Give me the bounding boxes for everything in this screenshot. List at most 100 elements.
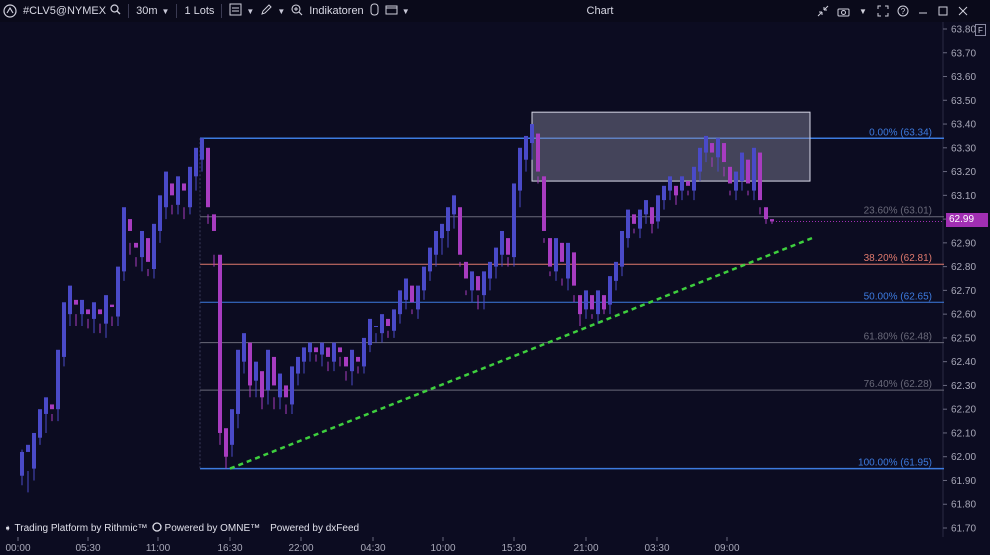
candle-body: [560, 242, 564, 262]
price-chart[interactable]: 63.80 63.70 63.60 63.50 63.40 63.30 63.20 63.10…: [0, 22, 990, 555]
candle-body: [128, 219, 132, 231]
candle-body: [452, 195, 456, 215]
candle-body: [62, 302, 66, 357]
candle-body: [98, 309, 102, 315]
candle-body: [92, 302, 96, 319]
candle-body: [116, 266, 120, 317]
candle-body: [434, 230, 438, 255]
candle-body: [182, 183, 186, 191]
candle-body: [422, 266, 426, 291]
dxfeed-attribution: Powered by dxFeed: [270, 523, 359, 534]
drawing-tools-button[interactable]: ▼: [257, 0, 288, 22]
candle-body: [686, 181, 690, 186]
candle-body: [20, 451, 24, 476]
candle-body: [104, 295, 108, 324]
chart-type-button[interactable]: ▼: [226, 0, 257, 22]
candle-body: [626, 209, 630, 239]
candle-body: [470, 271, 474, 291]
candle-body: [308, 342, 312, 353]
price-axis-label: 62.00: [951, 452, 976, 463]
price-axis-label: 62.50: [951, 333, 976, 344]
candle-body: [140, 230, 144, 258]
minimize-icon[interactable]: [916, 4, 930, 18]
logo-icon[interactable]: [0, 0, 20, 22]
time-axis-label: 15:30: [501, 543, 526, 554]
candle-body: [728, 166, 732, 184]
candle-body: [500, 230, 504, 255]
candle-body: [662, 185, 666, 201]
candle-body: [590, 295, 594, 310]
candle-body: [602, 295, 606, 310]
lots-label: 1 Lots: [184, 5, 215, 17]
rithmic-label: Trading Platform by Rithmic™: [14, 522, 148, 534]
candle-body: [512, 183, 516, 258]
omne-circle-icon: [151, 521, 162, 535]
price-axis-label: 63.50: [951, 96, 976, 107]
symbol-selector[interactable]: #CLV5@NYMEX: [20, 0, 124, 22]
window-controls: ▼ ?: [816, 0, 970, 22]
candle-body: [68, 285, 72, 315]
candle-body: [524, 135, 528, 160]
indicators-button[interactable]: Indikatoren: [306, 0, 366, 22]
candle-body: [50, 404, 54, 410]
symbol-label: #CLV5@NYMEX: [23, 5, 107, 17]
chevron-down-icon: ▼: [246, 6, 255, 16]
fullscreen-icon[interactable]: [876, 4, 890, 18]
candle-body: [404, 278, 408, 300]
price-axis-label: 62.70: [951, 286, 976, 297]
layout-button[interactable]: ▼: [382, 0, 413, 22]
price-axis-label: 63.30: [951, 143, 976, 154]
candle-body: [542, 176, 546, 231]
candle-body: [440, 223, 444, 239]
candle-body: [170, 183, 174, 196]
toolbar-divider: [128, 4, 130, 18]
candle-body: [386, 318, 390, 327]
candle-body: [290, 366, 294, 405]
close-icon[interactable]: [956, 4, 970, 18]
indicators-label: Indikatoren: [309, 5, 364, 17]
help-icon[interactable]: ?: [896, 4, 910, 18]
camera-dropdown-icon[interactable]: ▼: [859, 6, 867, 16]
time-axis-label: 11:00: [146, 543, 171, 554]
candle-body: [38, 409, 42, 438]
candle-body: [398, 290, 402, 315]
candle-body: [638, 209, 642, 229]
candle-body: [272, 356, 276, 386]
interval-selector[interactable]: 30m ▼: [133, 0, 172, 22]
camera-icon[interactable]: [836, 4, 850, 18]
fib-level-label: 100.00% (61.95): [858, 458, 932, 469]
maximize-icon[interactable]: [936, 4, 950, 18]
time-axis-label: 21:00: [573, 543, 598, 554]
candle-body: [476, 276, 480, 291]
candle-body: [32, 432, 36, 469]
axis-badge[interactable]: F: [975, 24, 986, 36]
lots-selector[interactable]: 1 Lots: [181, 0, 217, 22]
candle-body: [152, 223, 156, 269]
time-axis-label: 05:30: [75, 543, 100, 554]
candle-body: [284, 385, 288, 398]
time-axis-label: 00:00: [5, 543, 30, 554]
candle-body: [242, 333, 246, 362]
zoom-button[interactable]: [288, 0, 306, 22]
candle-body: [722, 143, 726, 163]
candle-body: [80, 299, 84, 315]
candle-body: [608, 276, 612, 305]
candle-body: [680, 176, 684, 191]
candle-body: [350, 349, 354, 372]
candle-body: [194, 147, 198, 177]
candle-body: [254, 361, 258, 381]
price-axis-label: 62.10: [951, 428, 976, 439]
template-button[interactable]: [367, 0, 382, 22]
collapse-icon[interactable]: [816, 4, 830, 18]
time-axis-label: 16:30: [217, 543, 242, 554]
candle-body: [620, 230, 624, 267]
chart-toolbar: #CLV5@NYMEX 30m ▼ 1 Lots ▼ ▼: [0, 0, 990, 22]
price-axis-label: 63.10: [951, 191, 976, 202]
fib-level-label: 38.20% (62.81): [864, 253, 932, 264]
candle-body: [488, 261, 492, 279]
price-axis-label: 61.70: [951, 524, 976, 535]
layout-icon: [385, 4, 398, 18]
candle-body: [710, 143, 714, 153]
candle-body: [416, 285, 420, 310]
